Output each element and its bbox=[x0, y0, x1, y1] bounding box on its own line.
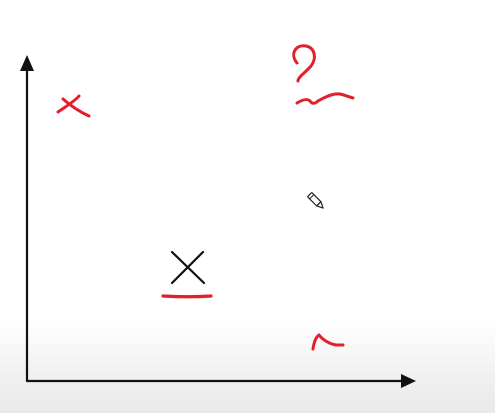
axes bbox=[25, 62, 407, 383]
x-axis-arrowhead bbox=[401, 374, 416, 388]
red-underline bbox=[161, 294, 213, 299]
y-axis-arrowhead bbox=[20, 55, 34, 71]
black-x-mark bbox=[170, 250, 206, 285]
pencil-icon bbox=[307, 192, 324, 209]
red-check-squiggle bbox=[311, 333, 345, 351]
red-x-mark bbox=[56, 94, 91, 118]
red-question-squiggle bbox=[292, 44, 355, 105]
